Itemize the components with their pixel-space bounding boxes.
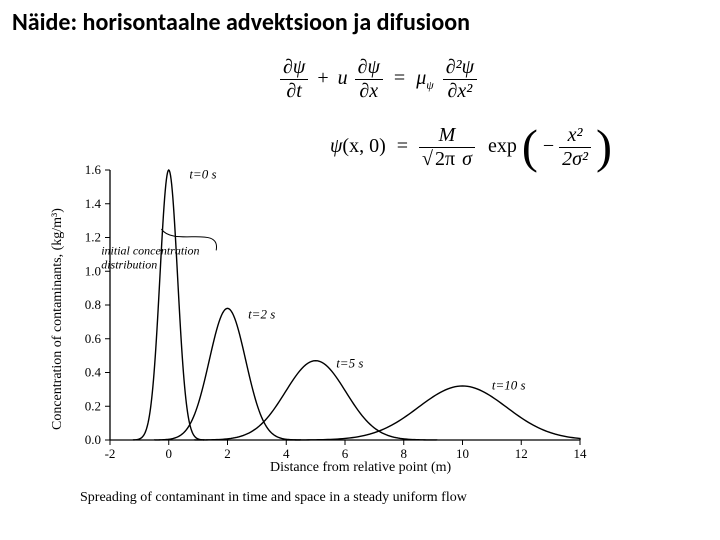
svg-text:t=0 s: t=0 s [189, 166, 216, 181]
advection-diffusion-chart: Concentration of contaminants, (kg/m³) -… [40, 160, 600, 510]
svg-text:14: 14 [574, 446, 588, 461]
svg-text:0.4: 0.4 [85, 365, 102, 380]
svg-text:distribution: distribution [101, 257, 157, 271]
svg-text:1.2: 1.2 [85, 230, 101, 245]
eq2-psi: ψ [330, 135, 342, 157]
pde-equation: ∂ψ ∂t + u ∂ψ ∂x = μψ ∂²ψ ∂x² [280, 56, 477, 103]
eq1-den2: ∂x [355, 80, 383, 103]
svg-text:6: 6 [342, 446, 349, 461]
svg-text:12: 12 [515, 446, 528, 461]
svg-text:0.0: 0.0 [85, 432, 101, 447]
svg-text:10: 10 [456, 446, 469, 461]
svg-text:1.4: 1.4 [85, 196, 102, 211]
svg-text:t=10 s: t=10 s [492, 377, 526, 392]
svg-text:-2: -2 [105, 446, 116, 461]
svg-text:8: 8 [401, 446, 408, 461]
eq1-u: u [338, 67, 348, 89]
svg-text:0: 0 [166, 446, 173, 461]
svg-text:1.0: 1.0 [85, 263, 101, 278]
page-title: Näide: horisontaalne advektsioon ja difu… [12, 8, 470, 37]
chart-svg: -2 0 2 4 6 8 10 12 14 0.0 0.2 0.4 0.6 0.8 1.0 1.2 1.4 1.6… [40, 160, 600, 470]
eq1-num2: ∂ψ [355, 56, 383, 80]
x-axis-label: Distance from relative point (m) [270, 460, 451, 476]
svg-text:t=5 s: t=5 s [336, 355, 363, 370]
eq1-plus: + [313, 67, 332, 89]
eq1-mu: μ [416, 67, 426, 89]
svg-text:2: 2 [224, 446, 231, 461]
y-axis-label: Concentration of contaminants, (kg/m³) [50, 170, 66, 430]
eq2-expnum: x² [559, 124, 591, 148]
eq1-den1: ∂t [280, 80, 308, 103]
svg-text:0.6: 0.6 [85, 331, 102, 346]
eq1-den3: ∂x² [443, 80, 477, 103]
svg-text:1.6: 1.6 [85, 162, 102, 177]
svg-text:4: 4 [283, 446, 290, 461]
svg-text:0.2: 0.2 [85, 398, 101, 413]
svg-text:0.8: 0.8 [85, 297, 101, 312]
chart-caption: Spreading of contaminant in time and spa… [80, 490, 467, 506]
eq2-exp: exp [480, 135, 517, 157]
eq2-args: (x, 0) [342, 135, 385, 157]
eq1-num3: ∂²ψ [443, 56, 477, 80]
svg-text:initial concentration: initial concentration [101, 243, 199, 257]
eq2-M: M [419, 124, 475, 148]
eq2-equals: = [391, 135, 414, 157]
eq2-minus: − [543, 135, 554, 157]
eq1-mu-sub: ψ [426, 78, 433, 92]
svg-text:t=2 s: t=2 s [248, 307, 275, 322]
eq1-equals: = [388, 67, 411, 89]
eq1-num1: ∂ψ [280, 56, 308, 80]
